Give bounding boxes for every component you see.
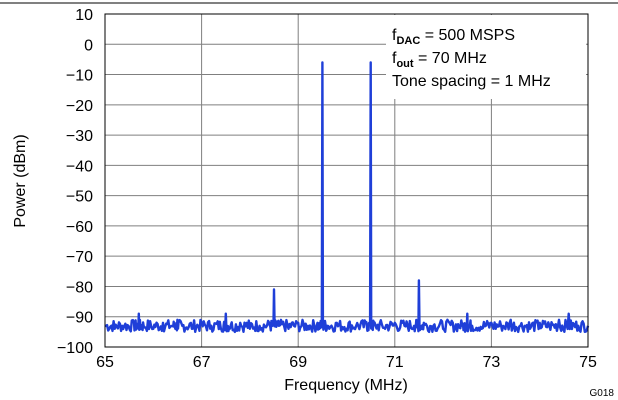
x-tick-label: 73: [483, 354, 501, 371]
x-tick-label: 67: [193, 354, 211, 371]
x-tick-labels: 65 67 69 71 73 75: [96, 354, 597, 371]
figure-code: G018: [590, 388, 615, 399]
y-tick-label: −10: [66, 68, 93, 85]
y-tick-label: −30: [66, 128, 93, 145]
annotation-box: fDAC = 500 MSPS fout = 70 MHz Tone spacing…: [386, 15, 586, 99]
y-tick-label: −100: [57, 340, 93, 357]
y-tick-label: 10: [75, 7, 93, 24]
annotation-line-1: fDAC = 500 MSPS: [392, 27, 515, 47]
annotation-line-3: Tone spacing = 1 MHz: [392, 73, 551, 90]
y-tick-label: −80: [66, 279, 93, 296]
x-tick-label: 75: [579, 354, 597, 371]
annotation-line-2: fout = 70 MHz: [392, 50, 487, 70]
spectrum-trace: [104, 61, 590, 334]
y-tick-label: −50: [66, 189, 93, 206]
annotation-background: [386, 15, 586, 99]
y-tick-label: −60: [66, 219, 93, 236]
y-tick-label: −40: [66, 158, 93, 175]
plot-frame: [104, 13, 589, 348]
y-tick-label: −90: [66, 310, 93, 327]
x-axis-title: Frequency (MHz): [284, 377, 408, 394]
y-tick-labels: 10 0 −10 −20 −30 −40 −50 −60 −70 −80 −90 −100: [57, 7, 93, 357]
x-tick-label: 65: [96, 354, 114, 371]
y-tick-label: 0: [84, 37, 93, 54]
y-tick-label: −20: [66, 98, 93, 115]
y-axis-title: Power (dBm): [12, 134, 29, 227]
x-tick-label: 71: [386, 354, 404, 371]
y-tick-label: −70: [66, 249, 93, 266]
spectrum-line: [104, 61, 590, 334]
x-tick-label: 69: [289, 354, 307, 371]
